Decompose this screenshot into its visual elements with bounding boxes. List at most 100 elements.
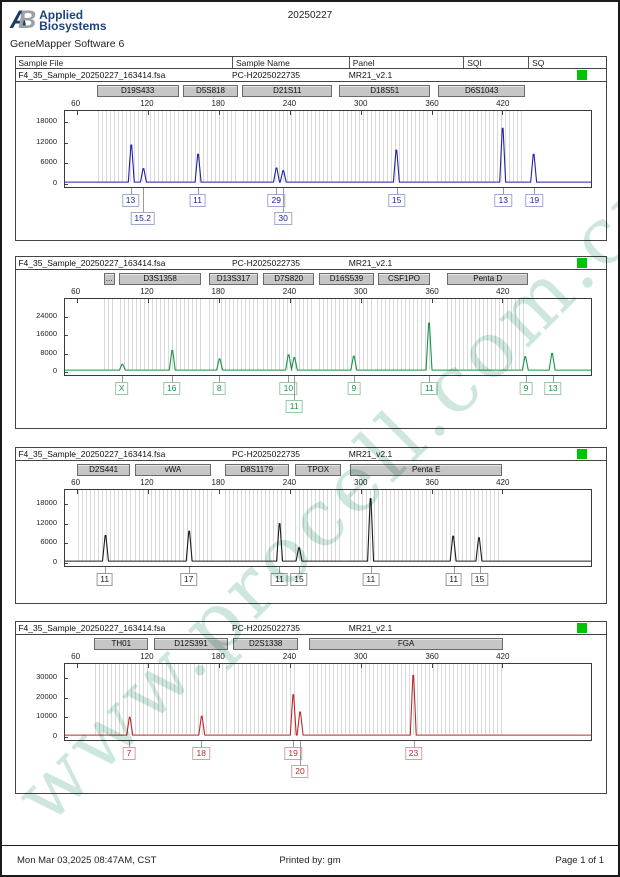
x-axis-tick-mark (147, 664, 149, 668)
y-axis-tick-label: 16000 (36, 329, 57, 339)
marker-label: Penta D (447, 273, 529, 285)
column-header-sqi: SQI (463, 57, 482, 69)
panel-value: MR21_v2.1 (348, 623, 393, 633)
allele-connector-line (479, 567, 481, 573)
allele-connector-line (293, 741, 295, 747)
y-axis-tick-mark (65, 142, 68, 144)
sq-quality-indicator (577, 623, 588, 633)
allele-connector-line (453, 567, 455, 573)
allele-connector-line (219, 376, 221, 382)
marker-label: D19S433 (96, 85, 179, 97)
marker-label: D21S11 (242, 85, 333, 97)
x-axis-tick-mark (147, 299, 149, 303)
marker-row: ... D3S1358 D13S317 D7S820 D16S539 CSF1PO Pent… (64, 272, 592, 287)
y-axis-tick-label: 20000 (36, 691, 57, 701)
column-header-sample-file: Sample File (18, 58, 64, 68)
x-axis-tick-mark (218, 299, 220, 303)
x-axis-tick-mark (502, 490, 504, 494)
x-axis-tick-label: 60 (71, 652, 81, 661)
bin-region (119, 299, 202, 370)
marker-label: D12S391 (153, 638, 229, 650)
y-axis-tick-mark (65, 503, 68, 505)
x-axis-tick-mark (431, 299, 433, 303)
x-axis-labels: 60 120 180 240 300 360 420 (64, 287, 592, 298)
document-title: 20250227 (287, 10, 333, 21)
marker-label: D13S317 (208, 273, 259, 285)
marker-row: D19S433 D5S818 D21S11 D18S51 D6S1043 (64, 84, 592, 99)
allele-connector-line (130, 188, 132, 194)
bin-region (295, 490, 342, 561)
plot-area (64, 663, 592, 741)
allele-connector-line (142, 188, 144, 212)
allele-call-label: 29 (267, 194, 285, 207)
chart-area: D2S441 vWA D8S1179 TPOX Penta E 60 120 180 240 30… (16, 461, 606, 603)
y-axis-tick-label: 6000 (40, 537, 57, 547)
allele-connector-line (534, 188, 536, 194)
y-axis-tick-mark (65, 717, 68, 719)
x-axis-tick-label: 240 (282, 478, 297, 487)
y-axis-tick-mark (65, 121, 68, 123)
bin-region (104, 299, 116, 370)
marker-label: CSF1PO (377, 273, 431, 285)
allele-call-label: 13 (121, 194, 140, 207)
allele-labels: 11 17 11 15 11 11 15 (64, 567, 592, 603)
electropherogram-block-black: F4_35_Sample_20250227_163414.fsa PC-H2025… (15, 447, 607, 604)
x-axis-tick-label: 420 (496, 99, 510, 108)
report-header: 20250227 AB Applied Biosystems GeneMappe… (2, 2, 618, 56)
bin-region (135, 490, 212, 561)
marker-label: D2S1338 (233, 638, 298, 650)
bin-region (242, 111, 333, 182)
bin-region (377, 299, 431, 370)
y-axis-tick-mark (65, 372, 68, 373)
allele-connector-line (279, 567, 281, 573)
x-axis-tick-label: 180 (211, 287, 225, 296)
marker-row: TH01 D12S391 D2S1338 FGA (64, 637, 592, 652)
x-axis-tick-label: 360 (425, 99, 439, 108)
x-axis-tick-mark (289, 490, 291, 494)
bin-region (78, 490, 131, 561)
allele-call-label: 13 (544, 382, 562, 395)
y-axis-tick-mark (65, 316, 68, 318)
electropherogram-block-green: F4_35_Sample_20250227_163414.fsa PC-H2025… (15, 256, 607, 429)
y-axis-tick-mark (65, 335, 68, 337)
chart-area: D19S433 D5S818 D21S11 D18S51 D6S1043 60 120 180… (16, 82, 606, 240)
allele-connector-line (413, 741, 415, 747)
x-axis-tick-label: 240 (282, 99, 297, 108)
marker-label: D6S1043 (437, 85, 526, 97)
marker-row: D2S441 vWA D8S1179 TPOX Penta E (64, 463, 592, 478)
allele-call-label: 9 (519, 382, 533, 395)
x-axis-tick-label: 300 (354, 287, 368, 296)
marker-label: TH01 (94, 638, 149, 650)
allele-call-label: 11 (189, 194, 206, 207)
allele-labels: 7 18 19 20 23 (64, 741, 592, 793)
y-axis-tick-label: 12000 (36, 136, 57, 146)
allele-call-label: 19 (284, 747, 302, 760)
x-axis-tick-mark (218, 664, 220, 668)
allele-labels: 13 15.2 11 29 30 15 13 19 (64, 188, 592, 240)
allele-call-label: 11 (271, 573, 288, 586)
allele-labels: X 16 8 10 11 9 11 9 13 (64, 376, 592, 428)
x-axis-tick-label: 180 (211, 478, 225, 487)
sample-table-header: Sample File Sample Name Panel SQI SQ (15, 56, 607, 69)
sample-file-value: F4_35_Sample_20250227_163414.fsa (18, 70, 166, 80)
x-axis-tick-label: 60 (71, 99, 81, 108)
marker-label: D18S51 (339, 85, 431, 97)
printed-by: Printed by: gm (279, 855, 341, 866)
bin-region (350, 490, 502, 561)
allele-call-label: 11 (445, 573, 463, 586)
x-axis-tick-label: 240 (282, 652, 297, 661)
allele-connector-line (104, 567, 106, 573)
y-axis-tick-mark (65, 677, 68, 679)
bin-region (209, 299, 259, 370)
sample-file-value: F4_35_Sample_20250227_163414.fsa (18, 258, 166, 268)
allele-connector-line (283, 188, 285, 212)
x-axis-labels: 60 120 180 240 300 360 420 (64, 478, 592, 489)
sq-quality-indicator (577, 449, 588, 459)
y-axis-tick-mark (65, 523, 68, 525)
x-axis-tick-mark (360, 664, 362, 668)
trace-black (65, 490, 591, 566)
print-datetime: Mon Mar 03,2025 08:47AM, CST (17, 855, 157, 866)
application-name: GeneMapper Software 6 (10, 38, 125, 50)
marker-label: TPOX (295, 464, 342, 476)
report-content: Sample File Sample Name Panel SQI SQ F4_… (15, 56, 607, 794)
